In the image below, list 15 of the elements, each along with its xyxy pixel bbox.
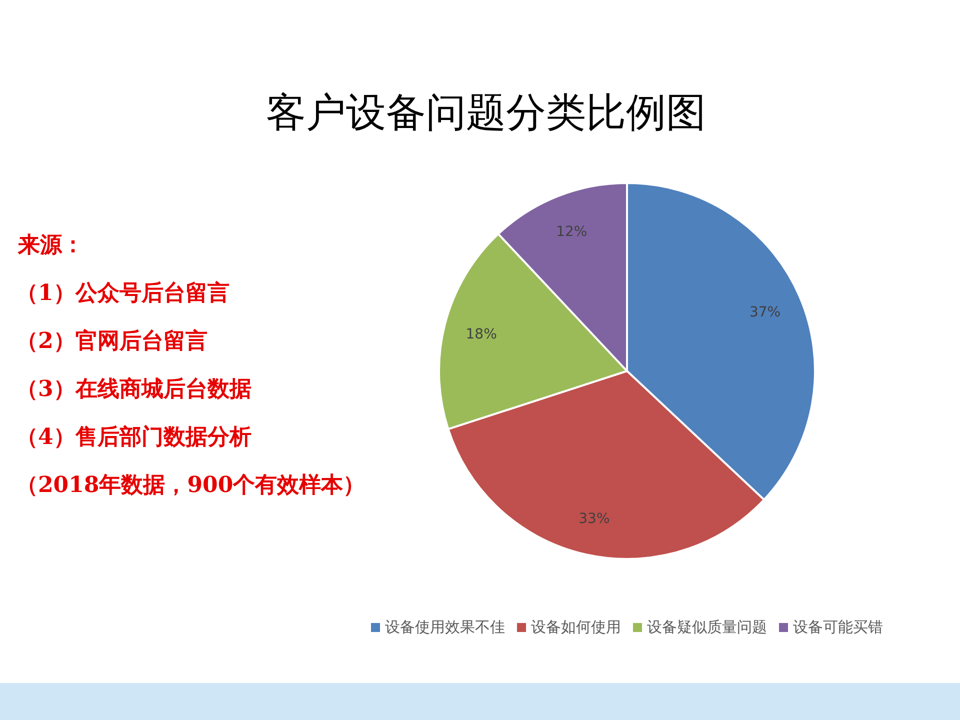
data-label: 33% xyxy=(578,510,610,527)
data-label: 37% xyxy=(749,304,781,320)
legend-label: 设备使用效果不佳 xyxy=(385,618,505,636)
legend-label: 设备疑似质量问题 xyxy=(647,618,767,636)
text: （2018年数据，900个有效样本） xyxy=(16,472,366,498)
source-note: 来源： xyxy=(17,232,84,258)
legend-label: 设备可能买错 xyxy=(793,618,883,636)
text: （1）公众号后台留言 xyxy=(16,280,230,306)
legend-label: 设备如何使用 xyxy=(531,618,621,636)
text: （4）售后部门数据分析 xyxy=(16,424,252,450)
text: （2）官网后台留言 xyxy=(16,328,208,354)
text: （3）在线商城后台数据 xyxy=(16,376,252,402)
chart-title: 客户设备问题分类比例图 xyxy=(266,90,706,136)
data-label: 12% xyxy=(556,224,588,240)
data-label: 18% xyxy=(466,326,497,343)
